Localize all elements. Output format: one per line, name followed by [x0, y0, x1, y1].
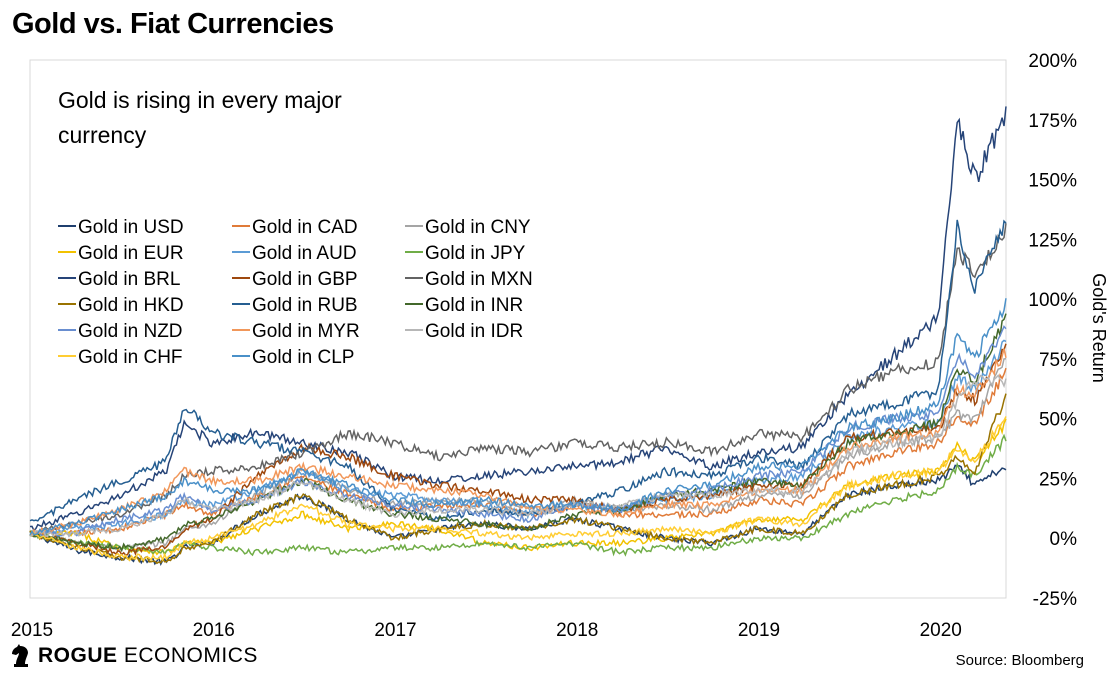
brand-logo: ROGUE ECONOMICS [10, 644, 258, 668]
series-line-gold-in-cny [29, 357, 1007, 551]
legend-label-gold-in-myr: Gold in MYR [252, 321, 360, 342]
page-title: Gold vs. Fiat Currencies [12, 8, 334, 40]
legend-label-gold-in-cad: Gold in CAD [252, 217, 358, 238]
legend-label-gold-in-cny: Gold in CNY [425, 217, 531, 238]
y-axis-label: Gold's Return [1089, 273, 1109, 383]
x-tick-label: 2019 [738, 620, 780, 641]
series-line-gold-in-chf [29, 416, 1007, 562]
legend-label-gold-in-mxn: Gold in MXN [425, 269, 533, 290]
y-tick-label: 100% [1028, 290, 1077, 311]
legend-label-gold-in-clp: Gold in CLP [252, 347, 354, 368]
series-line-gold-in-gbp [29, 343, 1007, 556]
legend-label-gold-in-brl: Gold in BRL [78, 269, 180, 290]
series-line-gold-in-rub [29, 219, 1007, 522]
brand-name: ROGUE ECONOMICS [38, 644, 258, 667]
annotation-line-1: Gold is rising in every major [58, 87, 342, 113]
y-tick-label: 175% [1028, 111, 1077, 132]
legend-label-gold-in-gbp: Gold in GBP [252, 269, 358, 290]
series-line-gold-in-clp [29, 298, 1007, 536]
legend-label-gold-in-chf: Gold in CHF [78, 347, 183, 368]
y-tick-label: 75% [1039, 350, 1077, 371]
x-axis: 2015 2016 2017 2018 2019 2020 [11, 620, 962, 641]
y-tick-label: 50% [1039, 410, 1077, 431]
legend-label-gold-in-jpy: Gold in JPY [425, 243, 526, 264]
x-tick-label: 2016 [193, 620, 235, 641]
series-line-gold-in-jpy [29, 433, 1007, 557]
y-tick-label: 150% [1028, 171, 1077, 192]
series-line-gold-in-idr [30, 374, 1007, 538]
y-tick-label: -25% [1033, 589, 1077, 610]
y-tick-label: 25% [1039, 469, 1077, 490]
legend-label-gold-in-hkd: Gold in HKD [78, 295, 184, 316]
y-axis: -25% 0% 25% 50% 75% 100% 125% 150% 175% 200% [1028, 51, 1077, 610]
y-tick-label: 200% [1028, 51, 1077, 72]
y-tick-label: 125% [1028, 230, 1077, 251]
legend-label-gold-in-aud: Gold in AUD [252, 243, 357, 264]
legend: Gold in USD Gold in CAD Gold in CNY Gold in… [58, 217, 533, 368]
knight-chess-icon [12, 644, 28, 667]
legend-label-gold-in-usd: Gold in USD [78, 217, 184, 238]
legend-label-gold-in-idr: Gold in IDR [425, 321, 523, 342]
source-note: Source: Bloomberg [955, 652, 1084, 669]
legend-label-gold-in-nzd: Gold in NZD [78, 321, 183, 342]
legend-label-gold-in-rub: Gold in RUB [252, 295, 358, 316]
x-tick-label: 2020 [920, 620, 962, 641]
x-tick-label: 2018 [556, 620, 598, 641]
series-line-gold-in-nzd [29, 325, 1007, 538]
legend-label-gold-in-inr: Gold in INR [425, 295, 523, 316]
series-line-gold-in-brl [29, 106, 1007, 532]
x-tick-label: 2017 [374, 620, 416, 641]
x-tick-label: 2015 [11, 620, 53, 641]
annotation-line-2: currency [58, 122, 147, 148]
legend-label-gold-in-eur: Gold in EUR [78, 243, 184, 264]
y-tick-label: 0% [1050, 529, 1078, 550]
